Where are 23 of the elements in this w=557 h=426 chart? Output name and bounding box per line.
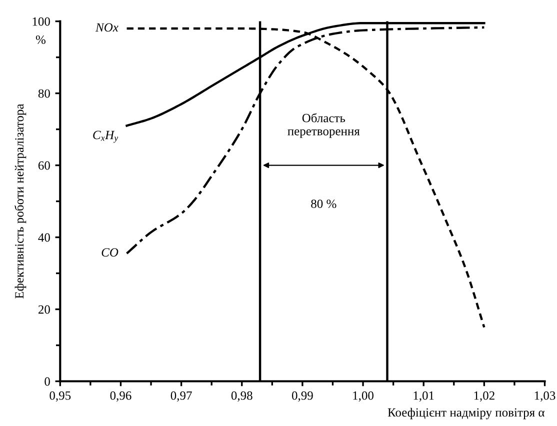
x-tick-label: 0,96 (110, 391, 132, 402)
x-axis-title: Коефіцієнт надміру повітря α (388, 408, 544, 420)
y-tick-label: 60 (38, 161, 50, 170)
y-tick-label: 100 (32, 17, 50, 26)
x-tick-label: 0,97 (170, 391, 192, 402)
y-axis-title: Ефективність роботи нейтралізатора (14, 104, 26, 298)
x-tick-label: 0,99 (292, 391, 313, 402)
text: % (36, 35, 46, 44)
x-tick-label: 1,01 (414, 391, 434, 402)
y-tick-label: 0 (44, 377, 50, 386)
x-tick-label: 1,03 (534, 391, 556, 402)
y-tick-label: 80 (38, 89, 50, 98)
x-tick-label: 0,98 (231, 391, 252, 402)
series-label: C$_{x}$H$_{y}$ (93, 130, 118, 143)
annotation: Область перетворення (288, 113, 360, 138)
y-tick-label: 20 (38, 305, 50, 314)
series-label: NOx (95, 23, 118, 32)
x-tick-label: 1,02 (474, 391, 494, 402)
x-tick-label: 1,00 (353, 391, 374, 402)
x-tick-label: 0,95 (50, 391, 71, 402)
series-label: CO (102, 248, 118, 257)
y-tick-label: 40 (38, 233, 50, 242)
annotation: 80 % (311, 200, 336, 208)
